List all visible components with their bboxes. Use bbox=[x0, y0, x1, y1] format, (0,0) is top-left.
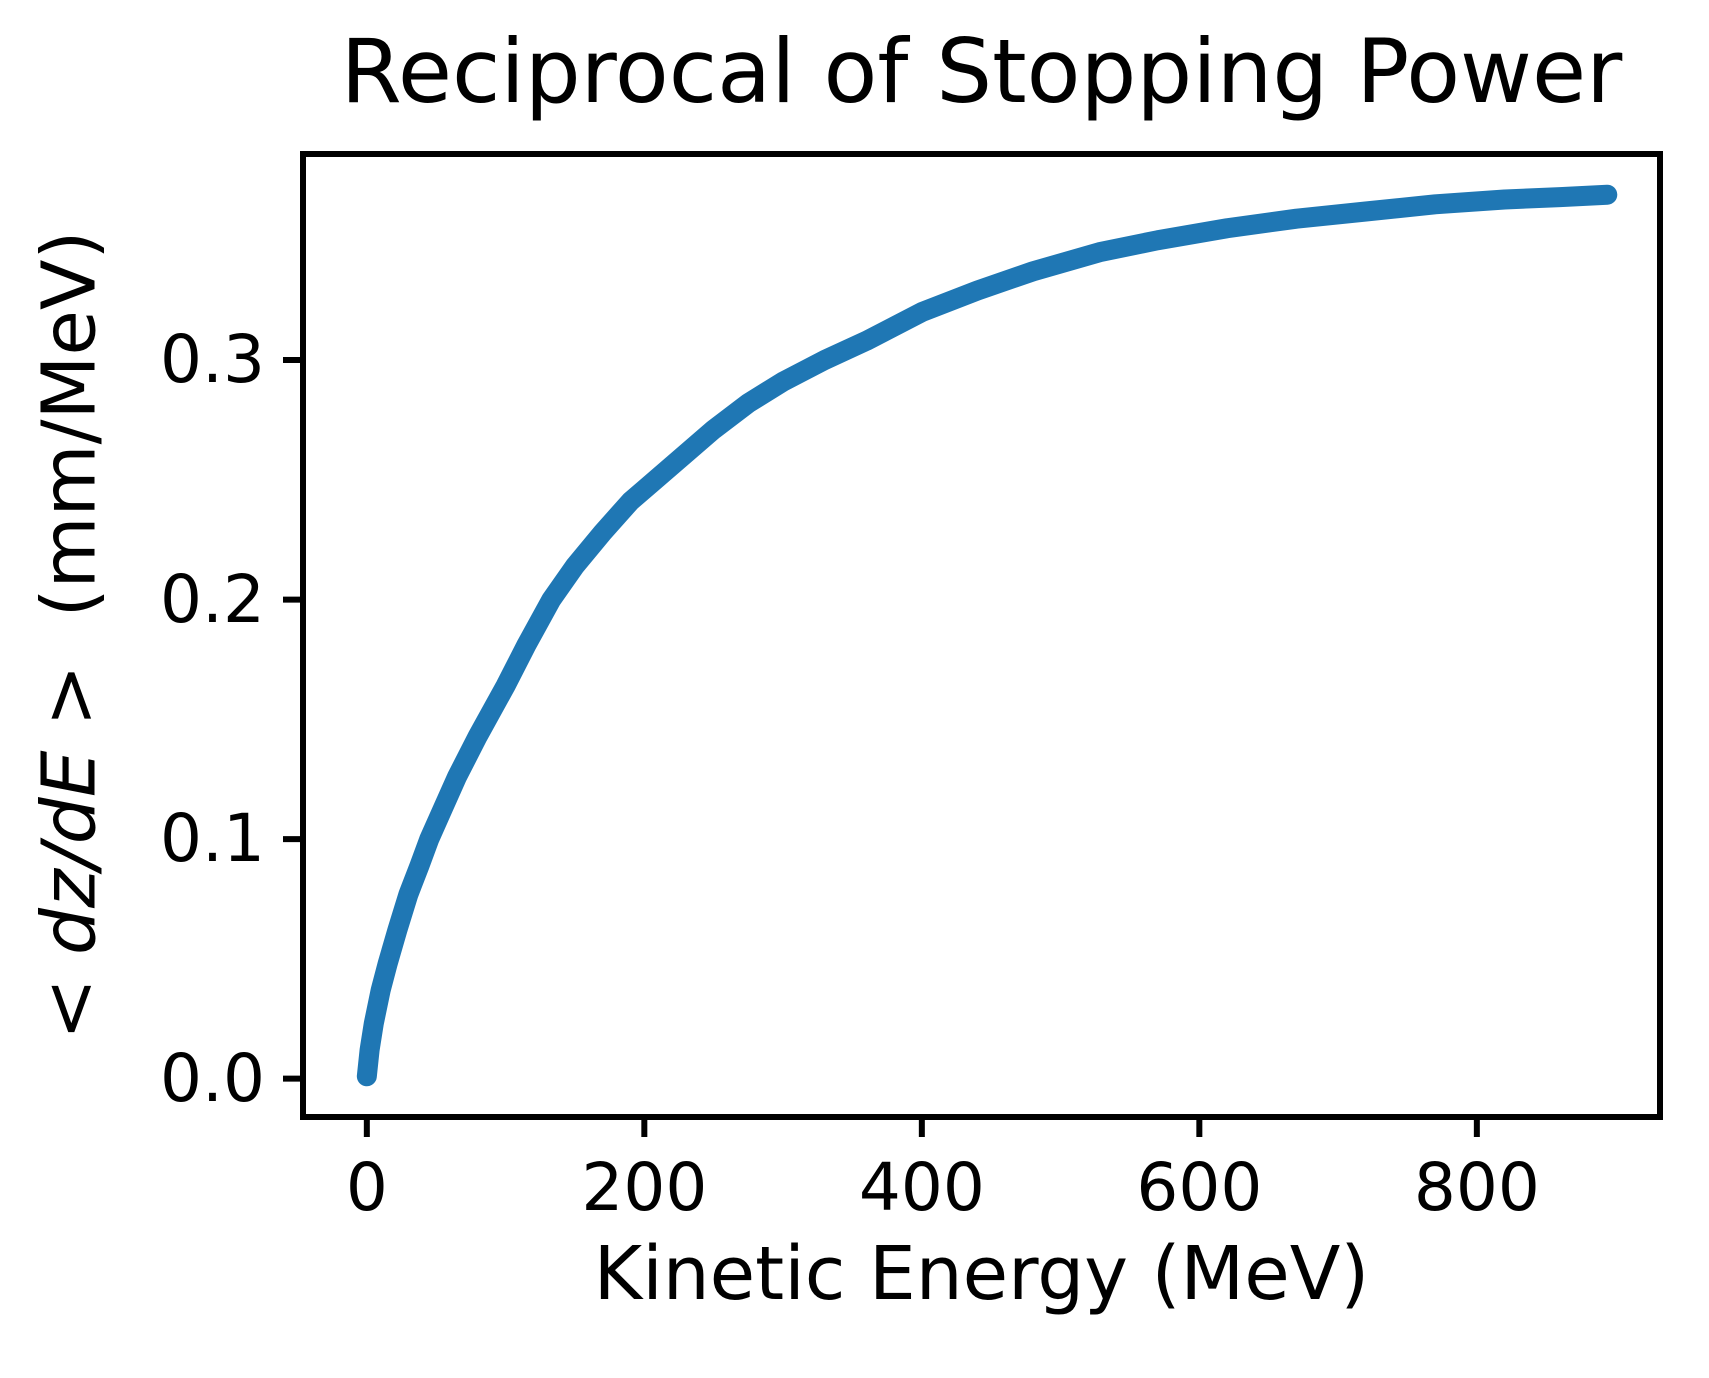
y-axis-label-pre: < bbox=[26, 954, 113, 1041]
y-tick-label: 0.0 bbox=[160, 1039, 265, 1117]
chart-title: Reciprocal of Stopping Power bbox=[340, 20, 1623, 123]
y-tick-label: 0.2 bbox=[160, 560, 265, 638]
x-tick-label: 200 bbox=[581, 1149, 708, 1226]
x-tick-label: 0 bbox=[345, 1149, 388, 1226]
x-tick-label: 800 bbox=[1413, 1149, 1540, 1226]
y-axis-label: < dz/dE > (mm/MeV) bbox=[22, 154, 118, 1117]
y-tick-label: 0.1 bbox=[160, 800, 265, 878]
x-tick-label: 400 bbox=[858, 1149, 985, 1226]
x-axis-label: Kinetic Energy (MeV) bbox=[593, 1231, 1370, 1317]
y-axis-label-math: dz/dE bbox=[26, 750, 113, 955]
y-axis-label-post: > (mm/MeV) bbox=[26, 230, 113, 751]
y-tick-label: 0.3 bbox=[160, 321, 265, 398]
series-line bbox=[356, 184, 1618, 1087]
plot-area bbox=[283, 151, 1663, 1137]
plot-canvas bbox=[283, 151, 1663, 1137]
axes-spines bbox=[300, 151, 1663, 1120]
x-tick-label: 600 bbox=[1136, 1149, 1263, 1226]
